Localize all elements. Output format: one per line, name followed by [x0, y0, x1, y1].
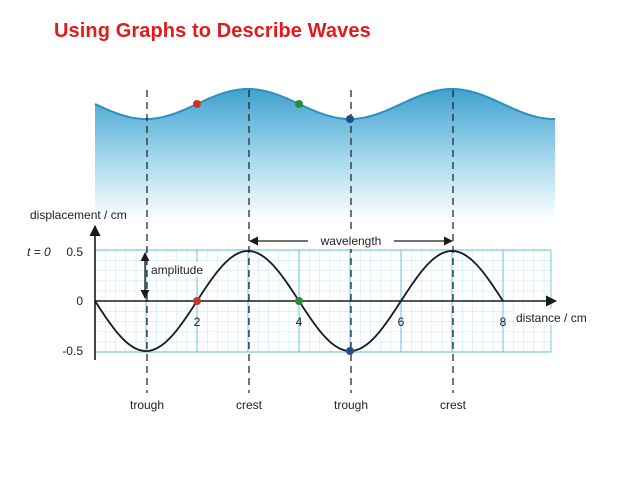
water-surface-line [94, 88, 555, 120]
graph-marker-blue [346, 347, 354, 355]
x-axis-label-bg [514, 309, 606, 325]
wavelength-label-bg [308, 233, 394, 249]
crest-label: crest [236, 398, 263, 412]
trough-label: trough [334, 398, 368, 412]
water-marker-green [295, 100, 303, 108]
x-tick-label: 4 [296, 315, 303, 329]
x-axis-label: distance / cm [516, 311, 587, 325]
water-marker-blue [346, 115, 354, 123]
y-tick-label: 0 [76, 294, 83, 308]
water-marker-red [193, 100, 201, 108]
x-tick-label: 8 [500, 315, 507, 329]
crest-label: crest [440, 398, 467, 412]
x-tick-label: 6 [398, 315, 405, 329]
water-surface [95, 89, 555, 220]
x-tick-label: 2 [194, 315, 201, 329]
time-label: t = 0 [27, 245, 51, 259]
y-tick-label: 0.5 [66, 245, 83, 259]
particle-markers [193, 100, 354, 355]
y-axis-label: displacement / cm [30, 208, 127, 222]
amplitude-label-bg [148, 262, 212, 277]
trough-label: trough [130, 398, 164, 412]
amplitude-label: amplitude [151, 263, 203, 277]
graph-marker-red [193, 297, 201, 305]
wavelength-label: wavelength [320, 234, 382, 248]
guide-lines [146, 90, 454, 393]
y-tick-label: -0.5 [62, 344, 83, 358]
slide-title: Using Graphs to Describe Waves [54, 20, 371, 42]
graph-marker-green [295, 297, 303, 305]
